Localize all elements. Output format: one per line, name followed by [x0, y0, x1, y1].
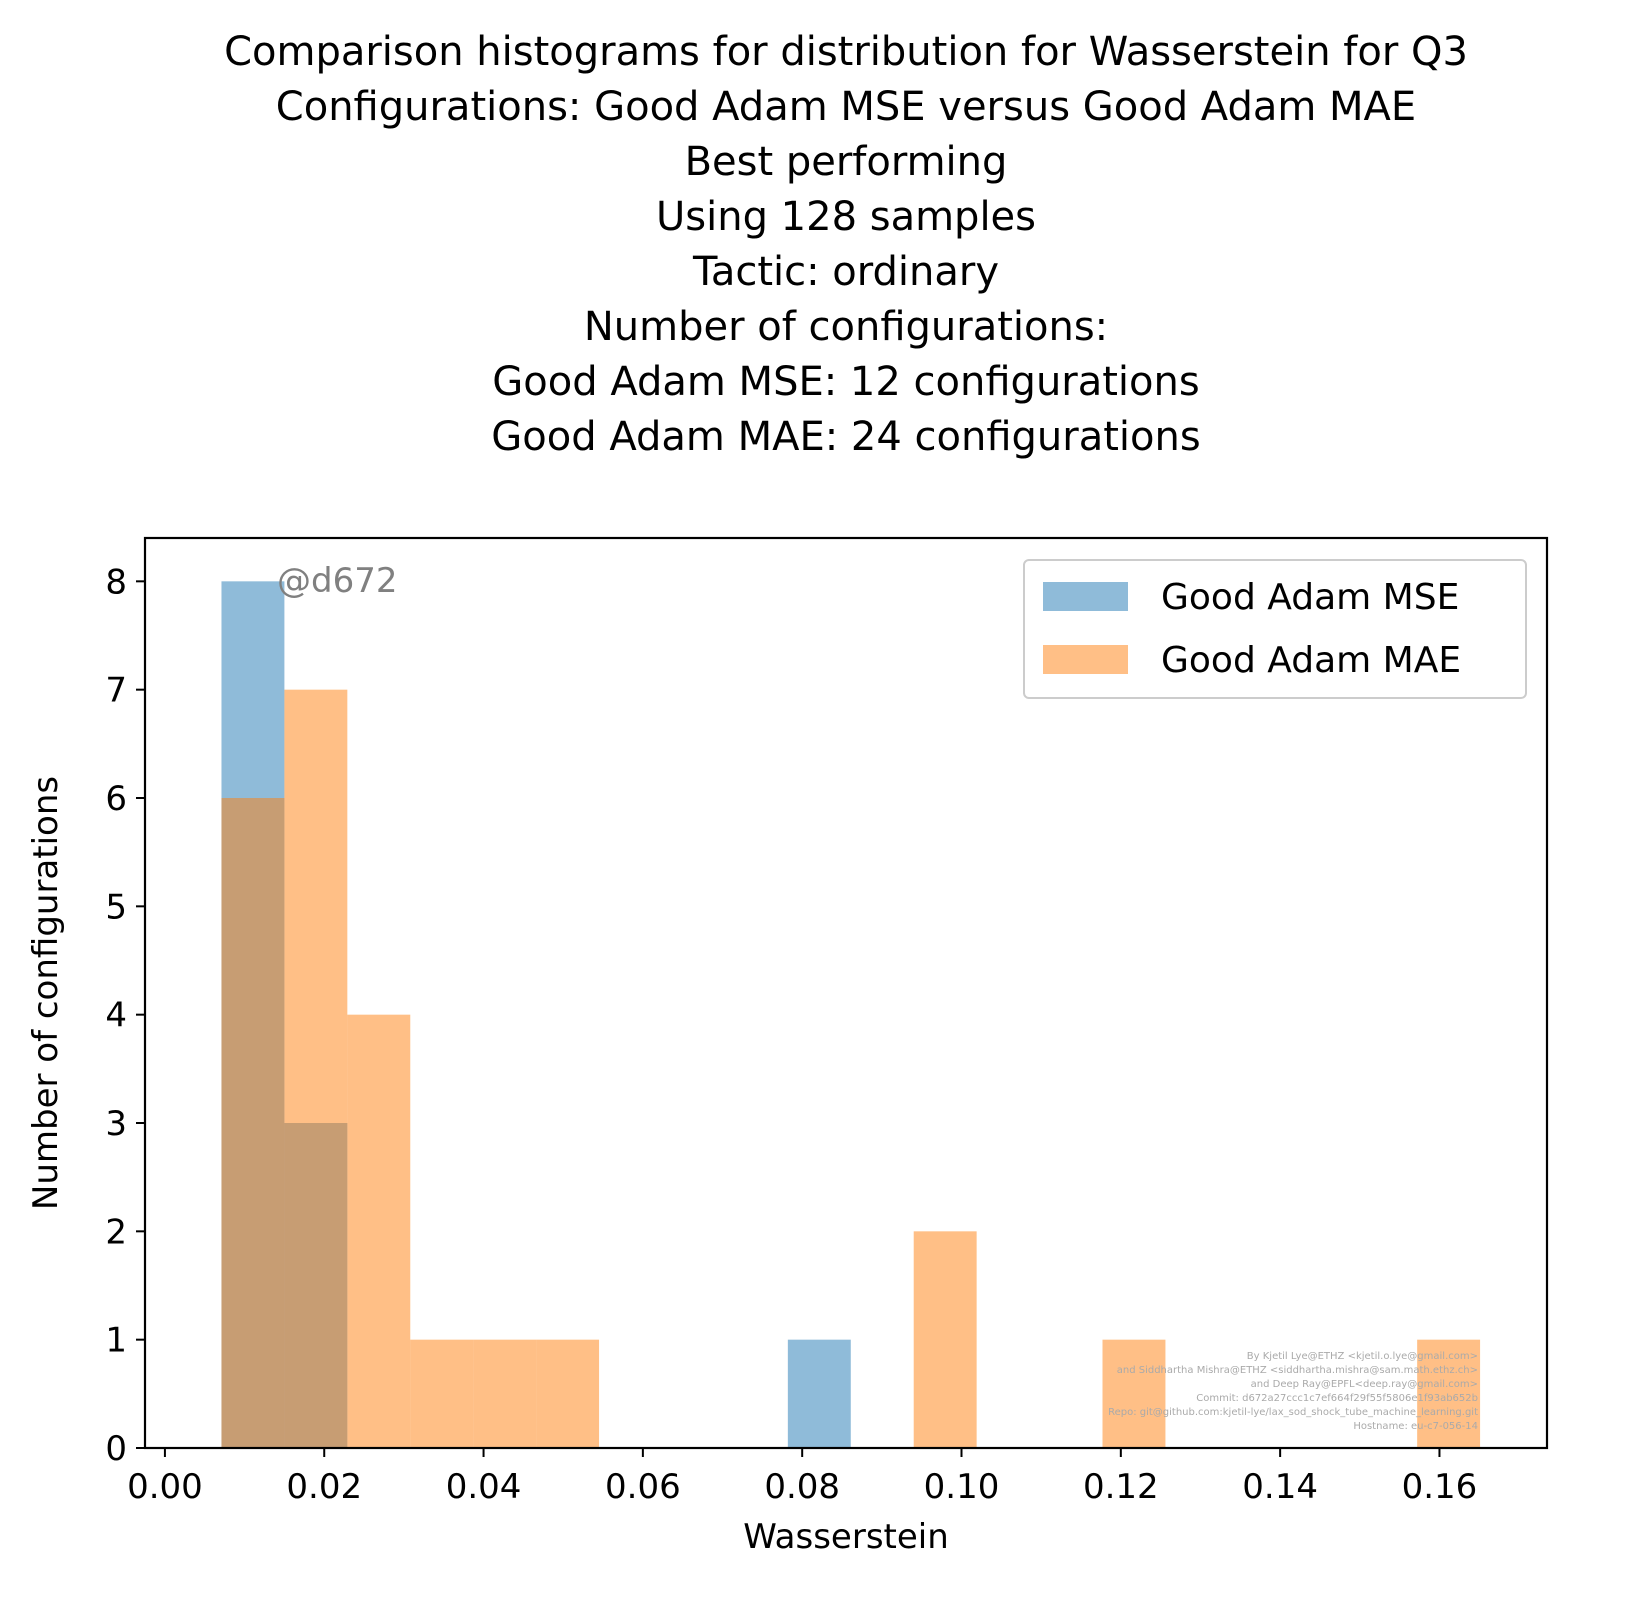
bars-layer [221, 581, 1481, 1448]
y-tick-label: 5 [105, 887, 127, 927]
footer-line: Hostname: eu-c7-056-14 [1353, 1421, 1478, 1432]
y-tick-label: 7 [105, 671, 127, 711]
y-tick-label: 3 [105, 1104, 127, 1144]
bar-series-2 [221, 798, 285, 1448]
bar-series-2 [536, 1339, 600, 1448]
footer-line: and Deep Ray@EPFL<deep.ray@gmail.com> [1251, 1379, 1478, 1390]
footer-line: By Kjetil Lye@ETHZ <kjetil.o.lye@gmail.c… [1247, 1351, 1478, 1362]
y-axis-ticks: 0 1 2 3 4 5 6 7 8 [105, 562, 145, 1469]
x-tick-label: 0.10 [924, 1467, 1000, 1507]
footer-line: Repo: git@github.com:kjetil-lye/lax_sod_… [1108, 1407, 1478, 1418]
legend-box [1023, 559, 1527, 699]
title-line: Tactic: ordinary [692, 249, 999, 295]
y-tick-label: 4 [105, 996, 127, 1036]
plot-frame [143, 536, 1549, 1450]
y-tick-label: 1 [105, 1321, 127, 1361]
x-tick-label: 0.08 [764, 1467, 840, 1507]
y-tick-label: 2 [105, 1212, 127, 1252]
bar-series-1 [787, 1339, 851, 1448]
footer-credits: By Kjetil Lye@ETHZ <kjetil.o.lye@gmail.c… [1108, 1351, 1478, 1432]
x-tick-label: 0.06 [605, 1467, 681, 1507]
bar-series-2 [913, 1231, 977, 1448]
title-line: Comparison histograms for distribution f… [224, 29, 1468, 75]
bar-series-2 [410, 1339, 474, 1448]
x-tick-label: 0.12 [1083, 1467, 1159, 1507]
y-tick-label: 6 [105, 779, 127, 819]
legend: Good Adam MSE Good Adam MAE [1023, 559, 1527, 699]
x-tick-label: 0.04 [446, 1467, 522, 1507]
y-axis-label: Number of configurations [26, 776, 66, 1210]
bar-series-2 [1102, 1339, 1166, 1448]
x-axis-label: Wasserstein [743, 1517, 949, 1557]
bar-series-2 [284, 689, 348, 1448]
x-tick-label: 0.16 [1402, 1467, 1478, 1507]
title-line: Configurations: Good Adam MSE versus Goo… [276, 84, 1416, 130]
legend-label: Good Adam MSE [1161, 577, 1459, 618]
title-line: Using 128 samples [656, 194, 1036, 240]
legend-swatch [1043, 645, 1128, 674]
y-tick-label: 0 [105, 1429, 127, 1469]
bar-series-2 [1417, 1339, 1481, 1448]
legend-swatch [1043, 582, 1128, 611]
commit-annotation: @d672 [277, 561, 397, 601]
title-line: Good Adam MAE: 24 configurations [491, 414, 1200, 460]
x-tick-label: 0.14 [1242, 1467, 1318, 1507]
footer-line: and Siddhartha Mishra@ETHZ <siddhartha.m… [1117, 1365, 1478, 1376]
legend-label: Good Adam MAE [1161, 640, 1461, 681]
title-line: Number of configurations: [584, 304, 1108, 350]
y-tick-label: 8 [105, 562, 127, 602]
footer-line: Commit: d672a27ccc1c7ef664f29f55f5806e1f… [1196, 1393, 1478, 1404]
title-line: Best performing [685, 139, 1008, 185]
x-tick-label: 0.00 [127, 1467, 203, 1507]
bar-series-2 [473, 1339, 537, 1448]
bar-series-2 [347, 1014, 411, 1448]
title-line: Good Adam MSE: 12 configurations [492, 359, 1199, 405]
chart-title: Comparison histograms for distribution f… [224, 29, 1468, 460]
x-axis-ticks: 0.00 0.02 0.04 0.06 0.08 0.10 0.12 0.14 0.16 [127, 1448, 1477, 1507]
x-tick-label: 0.02 [286, 1467, 362, 1507]
